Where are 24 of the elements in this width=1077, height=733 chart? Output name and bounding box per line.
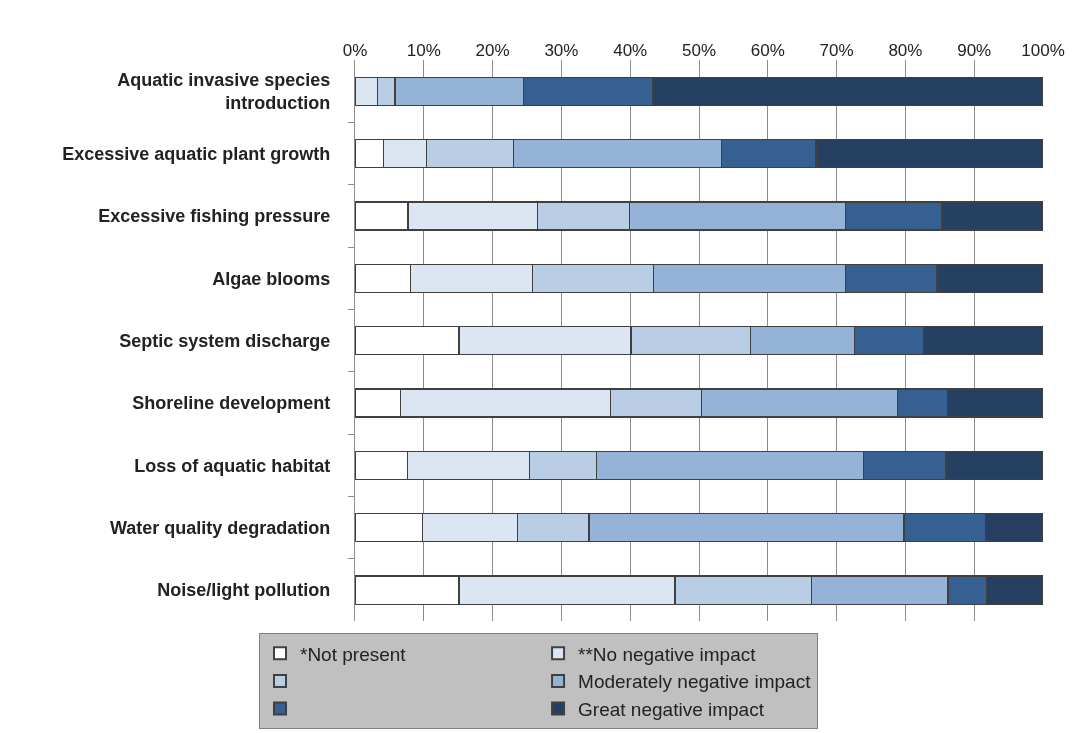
x-tick-label: 60% [750,40,785,60]
x-tick-label: 80% [888,40,923,60]
y-tick-label: Loss of aquatic habitat [134,455,331,476]
y-tick-label: Excessive fishing pressure [98,206,331,227]
y-tick-label: Shoreline development [132,393,331,414]
legend-label: **No negative impact [578,643,757,665]
y-tick-label: Water quality degradation [109,518,331,539]
x-tick-label: 70% [819,40,854,60]
y-tick-label: Excessive aquatic plant growth [62,143,331,164]
x-tick-label: 40% [613,40,648,60]
legend-label: Moderately negative impact [578,671,812,693]
y-tick-label: Aquatic invasive species introduction [117,69,331,114]
x-tick-label: 50% [681,40,717,60]
x-tick-label: 0% [342,40,368,60]
x-tick-label: 90% [957,40,992,60]
x-tick-label: 100% [1021,40,1065,60]
legend-label: Great negative impact [578,698,765,720]
x-tick-label: 20% [475,40,510,60]
y-tick-label: Noise/light pollution [157,580,331,601]
legend-label: *Not present [300,643,407,665]
x-tick-label: 30% [544,40,579,60]
x-tick-label: 10% [406,40,441,60]
y-tick-label: Septic system discharge [119,330,331,351]
y-tick-label: Algae blooms [212,268,331,289]
